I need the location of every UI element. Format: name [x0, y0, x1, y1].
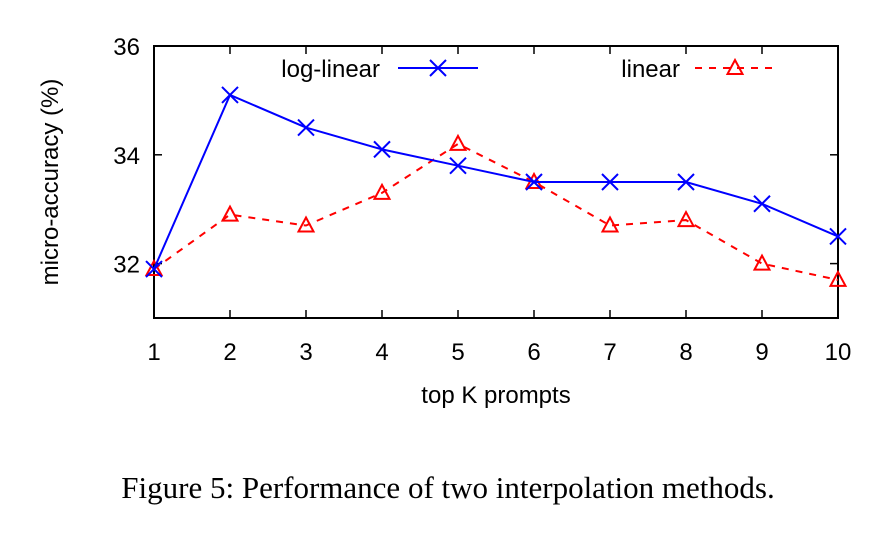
x-marker: [829, 227, 847, 246]
series-linear: [144, 133, 848, 287]
triangle-marker: [725, 57, 745, 75]
x-tick-label: 2: [223, 339, 236, 366]
legend-entry-linear: linear: [621, 56, 775, 83]
x-axis-label: top K prompts: [421, 382, 570, 409]
x-marker: [677, 173, 695, 191]
legend-label: log-linear: [281, 56, 380, 83]
x-tick-label: 10: [825, 339, 852, 366]
plot-frame: [153, 45, 839, 319]
triangle-marker: [828, 269, 848, 287]
x-marker: [601, 173, 619, 191]
x-tick-label: 3: [299, 339, 312, 366]
x-marker: [429, 59, 447, 77]
x-tick-label: 6: [527, 339, 540, 366]
figure-caption: Figure 5: Performance of two interpolati…: [121, 470, 775, 505]
legend-label: linear: [621, 56, 680, 83]
x-marker: [449, 156, 467, 175]
x-marker: [297, 118, 315, 137]
series-line: [153, 93, 839, 270]
x-marker: [373, 140, 391, 159]
x-tick-label: 5: [451, 339, 464, 366]
x-tick-label: 7: [603, 339, 616, 366]
x-marker: [753, 195, 771, 213]
x-marker: [221, 86, 239, 104]
legend-entry-log-linear: log-linear: [281, 56, 478, 83]
y-tick-label: 36: [113, 34, 140, 61]
y-tick-label: 32: [113, 252, 140, 279]
triangle-marker: [144, 258, 164, 277]
triangle-marker: [600, 215, 620, 233]
x-marker: [525, 173, 543, 191]
x-tick-label: 1: [147, 339, 160, 366]
triangle-marker: [220, 204, 240, 222]
x-tick-label: 9: [755, 339, 768, 366]
triangle-marker: [676, 209, 696, 228]
series-log-linear: [145, 86, 847, 278]
triangle-marker: [448, 133, 468, 151]
triangle-marker: [752, 253, 772, 271]
triangle-marker: [372, 182, 392, 200]
x-tick-label: 4: [375, 339, 388, 366]
triangle-marker: [296, 215, 316, 233]
series-line: [153, 142, 839, 281]
x-marker: [145, 260, 163, 278]
y-tick-label: 34: [113, 143, 140, 170]
y-axis-label: micro-accuracy (%): [37, 79, 64, 286]
x-tick-label: 8: [679, 339, 692, 366]
